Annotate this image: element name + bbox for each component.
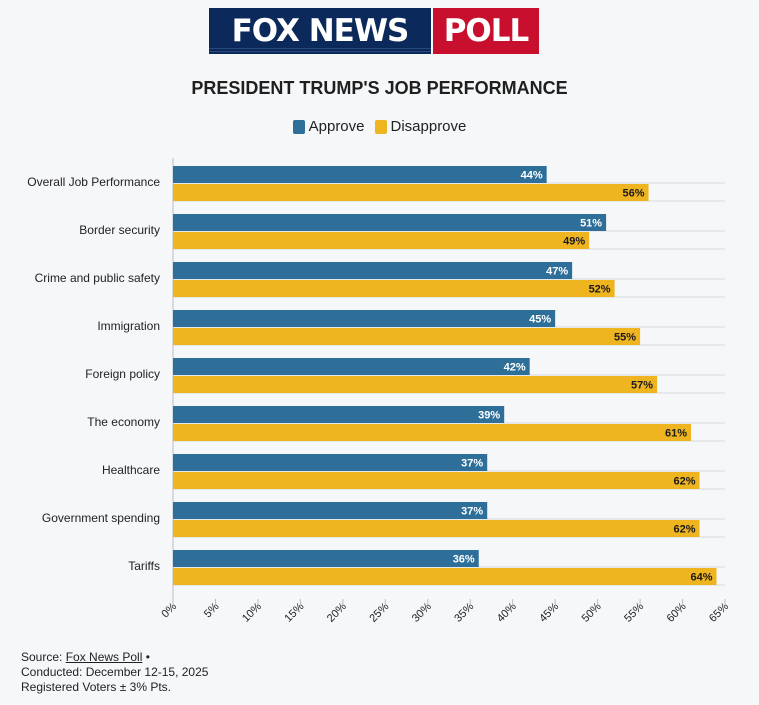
bar-disapprove — [173, 568, 717, 585]
data-label-disapprove: 64% — [690, 572, 712, 584]
bar-approve — [173, 262, 573, 279]
bar-approve — [173, 550, 479, 567]
bar-approve — [173, 358, 530, 375]
bar-disapprove — [173, 376, 658, 393]
bar-approve — [173, 166, 547, 183]
logo-brand-text: FOX NEWS — [231, 13, 410, 49]
data-label-approve: 36% — [453, 554, 475, 566]
data-label-approve: 45% — [529, 314, 551, 326]
data-label-disapprove: 56% — [623, 188, 645, 200]
bar-approve — [173, 406, 505, 423]
x-tick-label: 30% — [410, 600, 434, 624]
legend-swatch-approve — [292, 119, 305, 134]
bar-approve — [173, 454, 488, 471]
bar-disapprove — [173, 328, 641, 345]
data-label-approve: 51% — [580, 218, 602, 230]
chart-legend: Approve Disapprove — [0, 118, 759, 135]
source-footer: Source: Fox News Poll • Conducted: Decem… — [21, 650, 208, 695]
source-link[interactable]: Fox News Poll — [65, 650, 143, 664]
bar-approve — [173, 214, 607, 231]
data-label-approve: 37% — [461, 458, 483, 470]
fox-news-poll-logo: FOX NEWS POLL — [209, 8, 539, 54]
logo-poll: POLL — [433, 8, 539, 54]
x-tick-label: 65% — [707, 600, 731, 624]
category-label: The economy — [87, 415, 160, 429]
data-label-disapprove: 49% — [563, 236, 585, 248]
bar-disapprove — [173, 232, 590, 249]
x-tick-label: 0% — [159, 600, 179, 620]
x-tick-label: 15% — [282, 600, 306, 624]
x-tick-label: 55% — [622, 600, 646, 624]
bar-disapprove — [173, 280, 615, 297]
category-label: Tariffs — [128, 559, 160, 573]
conducted-date: Conducted: December 12-15, 2025 — [21, 665, 209, 679]
data-label-approve: 37% — [461, 506, 483, 518]
x-tick-label: 10% — [240, 600, 264, 624]
category-label: Immigration — [97, 319, 160, 333]
source-prefix: Source: — [21, 650, 63, 664]
x-tick-label: 35% — [452, 600, 476, 624]
data-label-approve: 42% — [504, 362, 526, 374]
legend-item-approve[interactable]: Approve — [292, 118, 365, 135]
bar-disapprove — [173, 472, 700, 489]
x-tick-label: 5% — [202, 600, 222, 620]
category-label: Government spending — [42, 511, 160, 525]
x-tick-label: 60% — [665, 600, 689, 624]
x-tick-label: 40% — [495, 600, 519, 624]
logo-fox-news: FOX NEWS — [209, 8, 431, 54]
logo-poll-text: POLL — [443, 13, 530, 49]
data-label-disapprove: 62% — [673, 476, 695, 488]
data-label-approve: 39% — [478, 410, 500, 422]
category-label: Overall Job Performance — [27, 175, 160, 189]
data-label-approve: 47% — [546, 266, 568, 278]
category-label: Crime and public safety — [35, 271, 160, 285]
legend-item-disapprove[interactable]: Disapprove — [374, 118, 467, 135]
data-label-approve: 44% — [521, 170, 543, 182]
data-label-disapprove: 55% — [614, 332, 636, 344]
legend-label-approve: Approve — [308, 118, 365, 135]
sample-info: Registered Voters ± 3% Pts. — [21, 680, 171, 694]
data-label-disapprove: 61% — [665, 428, 687, 440]
legend-swatch-disapprove — [374, 119, 387, 134]
bar-disapprove — [173, 424, 692, 441]
data-label-disapprove: 57% — [631, 380, 653, 392]
bar-approve — [173, 502, 488, 519]
x-tick-label: 50% — [580, 600, 604, 624]
source-bullet: • — [145, 650, 150, 664]
data-label-disapprove: 52% — [589, 284, 611, 296]
x-tick-label: 45% — [537, 600, 561, 624]
x-tick-label: 25% — [367, 600, 391, 624]
bar-disapprove — [173, 520, 700, 537]
x-tick-label: 20% — [325, 600, 349, 624]
category-label: Border security — [79, 223, 160, 237]
chart-title: PRESIDENT TRUMP'S JOB PERFORMANCE — [191, 78, 568, 98]
legend-label-disapprove: Disapprove — [390, 118, 467, 135]
category-label: Foreign policy — [85, 367, 160, 381]
bar-disapprove — [173, 184, 649, 201]
data-label-disapprove: 62% — [673, 524, 695, 536]
bar-approve — [173, 310, 556, 327]
category-label: Healthcare — [102, 463, 160, 477]
